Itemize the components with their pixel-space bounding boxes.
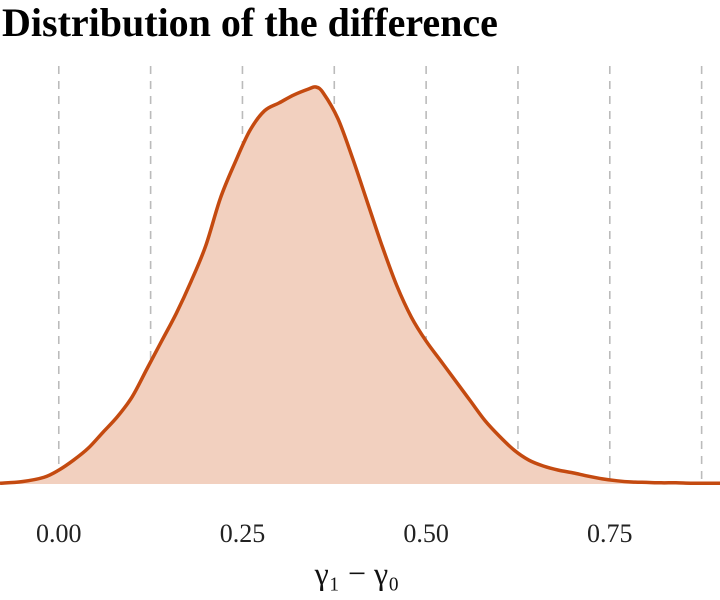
x-axis-ticks: 0.00 0.25 0.50 0.75	[36, 519, 633, 548]
x-tick-label-3: 0.75	[587, 519, 633, 548]
x-tick-label-2: 0.50	[403, 519, 449, 548]
density-curve	[0, 85, 720, 485]
density-area-fill	[0, 86, 720, 484]
x-tick-label-1: 0.25	[220, 519, 266, 548]
x-axis-label: γ₁ − γ₀	[314, 555, 400, 591]
x-tick-label-0: 0.00	[36, 519, 82, 548]
chart-title: Distribution of the difference	[2, 0, 498, 45]
